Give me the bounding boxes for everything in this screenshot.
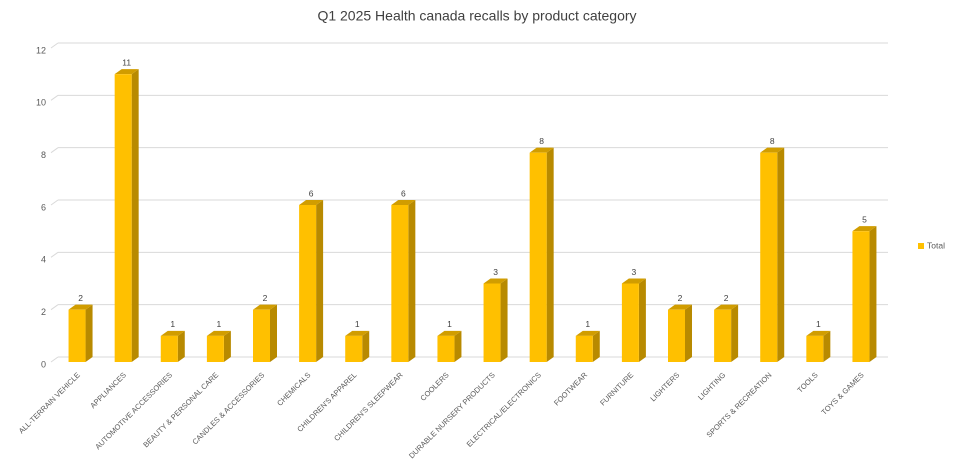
bar-top	[206, 330, 231, 336]
bar	[299, 205, 317, 362]
grid-line-floor	[50, 199, 59, 206]
bar-side	[823, 330, 831, 362]
bar	[760, 152, 778, 362]
data-label: 6	[401, 188, 406, 198]
grid-line-floor	[50, 42, 59, 49]
data-label: 2	[724, 293, 729, 303]
legend-label: Total	[927, 240, 945, 250]
data-label: 2	[263, 293, 268, 303]
bar-side	[85, 304, 93, 362]
data-label: 1	[170, 319, 175, 329]
bar-side	[362, 330, 370, 362]
data-label: 5	[862, 214, 867, 224]
data-label: 1	[447, 319, 452, 329]
bar	[68, 309, 86, 362]
bar	[668, 309, 685, 362]
bar-top	[299, 200, 324, 205]
bar-side	[869, 226, 877, 362]
bar-side	[131, 69, 139, 363]
y-tick-label: 4	[41, 255, 46, 265]
bar-top	[160, 330, 185, 336]
y-tick-label: 10	[36, 98, 46, 108]
bar	[206, 335, 224, 362]
bar-side	[454, 330, 462, 362]
grid-line-floor	[50, 251, 59, 258]
bar	[852, 231, 870, 362]
data-label: 1	[217, 319, 222, 329]
bar-top	[391, 200, 416, 205]
grid-line-floor	[50, 304, 59, 311]
bar-side	[177, 330, 185, 362]
data-label: 11	[122, 57, 131, 67]
grid-line-floor	[50, 356, 59, 363]
bar-top	[760, 147, 785, 153]
bar	[345, 335, 363, 362]
bar-side	[731, 304, 739, 362]
bar-top	[114, 69, 139, 75]
bar-side	[270, 304, 277, 362]
bar-side	[408, 200, 416, 362]
y-tick-label: 12	[36, 45, 46, 55]
bar	[806, 335, 824, 362]
bar-top	[345, 330, 370, 336]
bar	[253, 309, 270, 362]
data-label: 8	[539, 136, 544, 146]
bar-top	[621, 278, 646, 284]
bar-top	[714, 304, 739, 310]
bar-top	[483, 278, 508, 284]
bar-top	[668, 304, 692, 310]
bar	[714, 309, 732, 362]
grid-line-floor	[50, 94, 59, 101]
bar-side	[223, 330, 231, 362]
bar-top	[253, 304, 277, 310]
y-tick-label: 2	[41, 307, 46, 317]
bar	[575, 335, 593, 362]
bar	[621, 283, 639, 362]
data-label: 6	[309, 188, 314, 198]
bar-top	[529, 147, 554, 153]
bar-top	[68, 304, 93, 310]
bar-side	[638, 278, 646, 362]
legend-swatch	[918, 243, 924, 249]
bar-top	[852, 226, 877, 232]
bar-side	[777, 147, 785, 362]
data-label: 1	[355, 319, 360, 329]
grid-line-floor	[50, 147, 59, 154]
bar	[391, 205, 409, 362]
bar-side	[685, 304, 692, 362]
bar	[437, 335, 455, 362]
bar-side	[500, 278, 508, 362]
bar	[529, 152, 547, 362]
bar	[483, 283, 501, 362]
data-label: 1	[585, 319, 590, 329]
data-label: 8	[770, 136, 775, 146]
bar-side	[592, 330, 600, 362]
data-label: 1	[816, 319, 821, 329]
data-label: 2	[78, 293, 83, 303]
bar	[114, 74, 132, 363]
y-tick-label: 6	[41, 202, 46, 212]
bar-side	[546, 147, 554, 362]
bar-top	[437, 330, 462, 336]
y-tick-label: 8	[41, 150, 46, 160]
chart-title: Q1 2025 Health canada recalls by product…	[317, 8, 636, 24]
data-label: 3	[632, 267, 637, 277]
y-tick-label: 0	[41, 359, 46, 369]
bar-top	[806, 330, 831, 336]
data-label: 2	[678, 293, 683, 303]
bar-top	[575, 330, 600, 336]
bar-side	[316, 200, 324, 362]
data-label: 3	[493, 267, 498, 277]
bar	[160, 335, 178, 362]
